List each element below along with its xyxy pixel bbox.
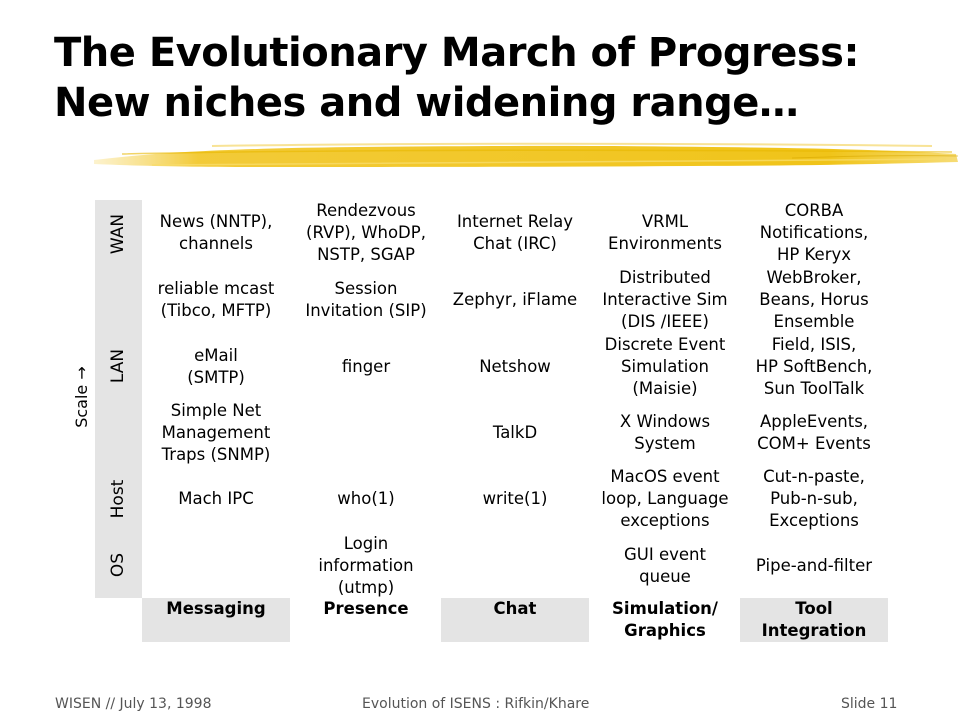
table-cell: TalkD bbox=[492, 423, 538, 442]
column-header-chat: Chat bbox=[441, 598, 589, 642]
table-cell: News (NNTP), channels bbox=[159, 212, 273, 253]
table-cell: CORBA Notifications, HP Keryx bbox=[759, 201, 869, 264]
table-cell: Netshow bbox=[479, 357, 551, 376]
table-cell: Simple Net Management Traps (SNMP) bbox=[161, 401, 271, 464]
table-cell: X Windows System bbox=[619, 412, 711, 453]
table-cell: MacOS event loop, Language exceptions bbox=[601, 467, 729, 530]
table-cell: Login information (utmp) bbox=[318, 534, 414, 597]
slide-title: The Evolutionary March of Progress: New … bbox=[54, 28, 944, 128]
table-cell: GUI event queue bbox=[624, 545, 706, 586]
table-cell: Discrete Event Simulation (Maisie) bbox=[604, 335, 726, 398]
table-cell: Zephyr, iFlame bbox=[452, 290, 578, 309]
table-cell: Rendezvous (RVP), WhoDP, NSTP, SGAP bbox=[306, 201, 426, 264]
footer-slide-number: Slide 11 bbox=[841, 696, 898, 712]
footer-center: Evolution of ISENS : Rifkin/Khare bbox=[362, 696, 590, 712]
table-cell: Mach IPC bbox=[178, 489, 254, 508]
table-cell: Cut-n-paste, Pub-n-sub, Exceptions bbox=[763, 467, 865, 530]
table-cell: who(1) bbox=[337, 489, 395, 508]
table-cell: VRML Environments bbox=[608, 212, 722, 253]
column-header-tool-integration: Tool Integration bbox=[740, 598, 888, 642]
brush-stroke-underline bbox=[94, 142, 958, 167]
title-line-1: The Evolutionary March of Progress: bbox=[54, 30, 859, 76]
table-cell: finger bbox=[341, 357, 391, 376]
column-header-presence: Presence bbox=[323, 599, 409, 618]
table-cell bbox=[142, 533, 290, 599]
table-cell: reliable mcast (Tibco, MFTP) bbox=[157, 279, 275, 320]
table-cell: WebBroker, Beans, Horus Ensemble bbox=[759, 268, 869, 331]
table-cell: Distributed Interactive Sim (DIS /IEEE) bbox=[602, 268, 728, 331]
scale-axis-bar bbox=[95, 200, 142, 598]
table-cell: write(1) bbox=[482, 489, 548, 508]
table-cell: Internet Relay Chat (IRC) bbox=[456, 212, 574, 253]
column-header-simulation-graphics: Simulation/ Graphics bbox=[612, 599, 718, 640]
table-cell bbox=[441, 533, 589, 599]
table-cell bbox=[292, 400, 440, 466]
scale-axis-label: Scale → bbox=[72, 366, 91, 428]
footer-left: WISEN // July 13, 1998 bbox=[55, 696, 212, 712]
axis-level-os: OS bbox=[108, 552, 128, 578]
table-cell: Pipe-and-filter bbox=[755, 556, 873, 575]
axis-level-wan: WAN bbox=[108, 213, 128, 255]
table-cell: AppleEvents, COM+ Events bbox=[757, 412, 871, 453]
axis-level-lan: LAN bbox=[108, 348, 128, 384]
table-cell: eMail (SMTP) bbox=[187, 346, 245, 387]
table-cell: Session Invitation (SIP) bbox=[305, 279, 427, 320]
table-cell: Field, ISIS, HP SoftBench, Sun ToolTalk bbox=[755, 335, 873, 398]
column-header-messaging: Messaging bbox=[142, 598, 290, 642]
title-line-2: New niches and widening range… bbox=[54, 80, 799, 126]
